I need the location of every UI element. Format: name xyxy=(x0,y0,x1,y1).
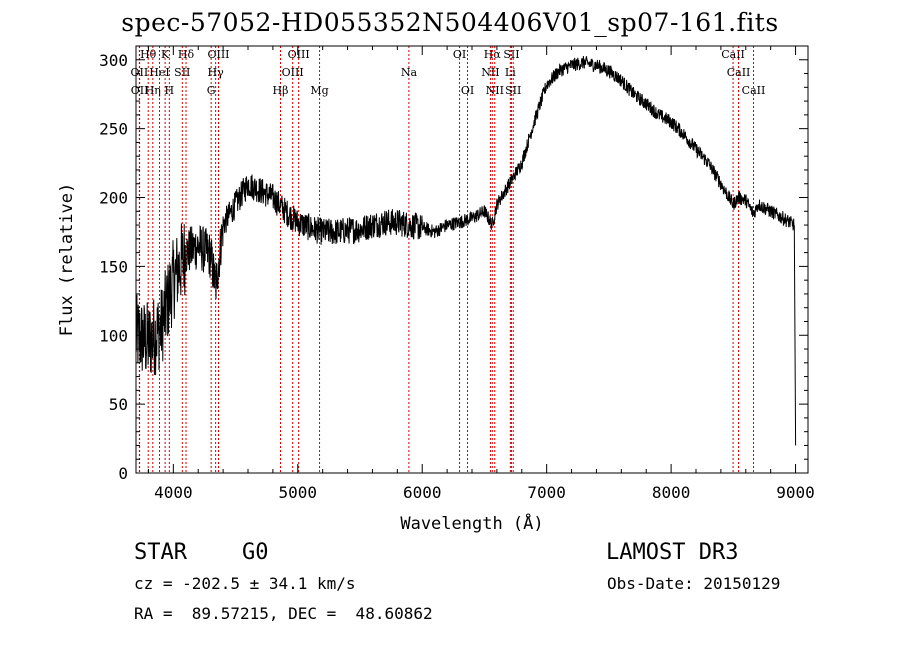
x-tick-label: 4000 xyxy=(154,483,193,502)
x-tick-label: 9000 xyxy=(776,483,815,502)
y-axis-label: Flux (relative) xyxy=(57,183,77,337)
y-tick-label: 150 xyxy=(99,257,128,276)
survey-name: LAMOST DR3 xyxy=(606,540,739,565)
line-label: K xyxy=(161,48,170,61)
line-label: Na xyxy=(401,66,418,79)
coordinates-text: RA = 89.57215, DEC = 48.60862 xyxy=(134,604,433,623)
line-label: OIII xyxy=(288,48,310,61)
object-subclass: G0 xyxy=(242,540,269,565)
line-label: OI xyxy=(461,84,474,97)
line-label: OIII xyxy=(207,48,229,61)
line-label: OII xyxy=(131,84,149,97)
obs-date-text: Obs-Date: 20150129 xyxy=(607,574,781,593)
redshift-text: cz = -202.5 ± 34.1 km/s xyxy=(134,574,356,593)
y-tick-label: 100 xyxy=(99,326,128,345)
line-label: CaII xyxy=(727,66,751,79)
object-class: STAR xyxy=(134,540,187,565)
x-tick-label: 5000 xyxy=(279,483,318,502)
line-label: HeI xyxy=(149,66,169,79)
y-tick-label: 300 xyxy=(99,51,128,70)
y-tick-label: 0 xyxy=(118,464,128,483)
x-axis-label: Wavelength (Å) xyxy=(400,512,543,534)
line-label: Li xyxy=(505,66,516,79)
line-label: Hα xyxy=(484,48,502,61)
x-tick-label: 8000 xyxy=(652,483,691,502)
line-label: G xyxy=(207,84,216,97)
plot-frame xyxy=(135,45,809,474)
line-label: Hδ xyxy=(178,48,195,61)
x-tick-label: 7000 xyxy=(527,483,566,502)
line-label: NII xyxy=(486,84,504,97)
line-label: NII xyxy=(481,66,499,79)
x-tick-label: 6000 xyxy=(403,483,442,502)
line-label: OII xyxy=(131,66,149,79)
spectrum-line xyxy=(135,55,797,446)
line-label: OI xyxy=(453,48,466,61)
chart-title: spec-57052-HD055352N504406V01_sp07-161.f… xyxy=(121,8,779,37)
line-label: CaII xyxy=(721,48,745,61)
line-label: Hγ xyxy=(208,66,225,79)
line-label: SII xyxy=(503,48,519,61)
line-label: SII xyxy=(505,84,521,97)
y-tick-label: 200 xyxy=(99,189,128,208)
line-label: OIII xyxy=(282,66,304,79)
y-tick-label: 50 xyxy=(109,395,128,414)
line-label: Hβ xyxy=(273,84,289,97)
line-label: H xyxy=(165,84,175,97)
line-label: Mg xyxy=(310,84,328,97)
line-label: Hη xyxy=(145,84,161,97)
line-label: CaII xyxy=(742,84,766,97)
line-label: SII xyxy=(174,66,190,79)
y-tick-label: 250 xyxy=(99,120,128,139)
